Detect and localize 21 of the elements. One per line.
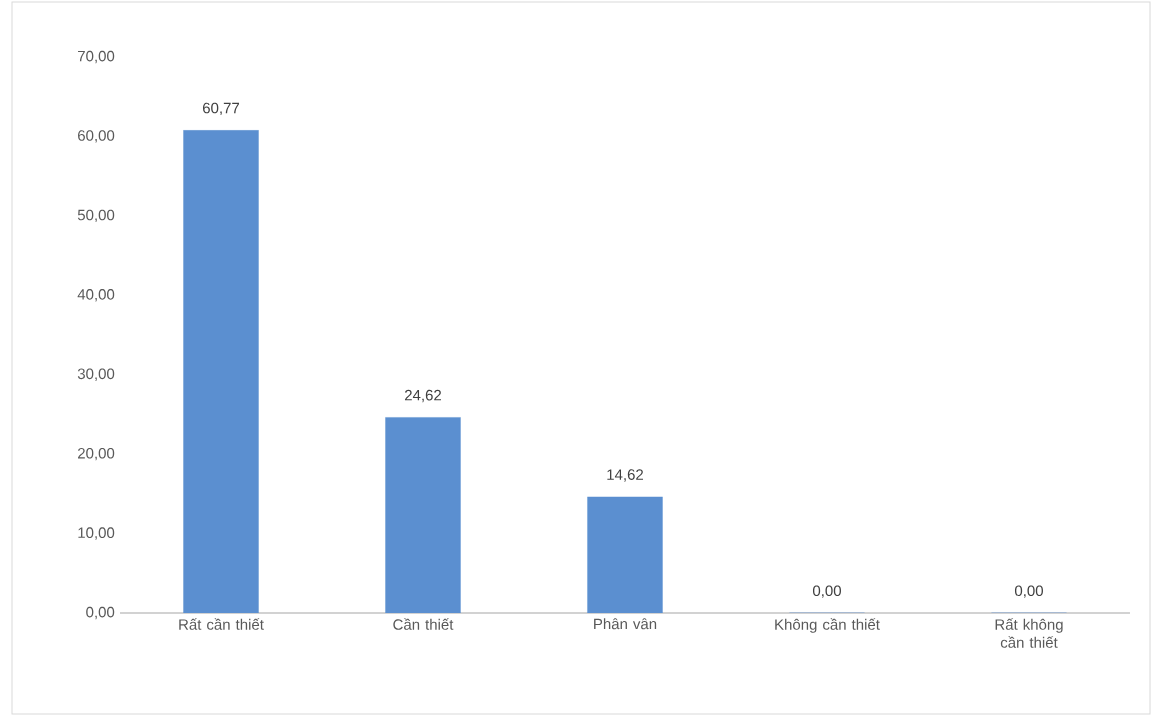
- y-tick-label: 30,00: [77, 368, 115, 381]
- data-label: 14,62: [607, 469, 644, 482]
- y-tick-label: 70,00: [78, 50, 115, 64]
- y-tick-label: 60,00: [78, 130, 115, 143]
- x-tick-label: Cần thiết: [393, 618, 454, 630]
- x-tick-label: Không cần thiết: [775, 618, 880, 633]
- y-tick-label: 20,00: [78, 447, 115, 461]
- y-tick-label: 50,00: [77, 209, 115, 223]
- bar: [587, 496, 663, 613]
- x-tick-label: Phân vân: [594, 618, 657, 630]
- y-tick-label: 0,00: [86, 606, 115, 620]
- bar: [385, 417, 461, 613]
- y-tick-label: 10,00: [78, 527, 115, 540]
- data-label: 0,00: [1014, 585, 1043, 598]
- data-label: 60,77: [203, 102, 240, 116]
- y-tick-label: 40,00: [77, 289, 115, 302]
- data-label: 0,00: [812, 585, 841, 598]
- data-label: 24,62: [404, 389, 442, 403]
- bar: [183, 130, 259, 613]
- x-tick-label: Rất cần thiết: [179, 618, 264, 630]
- x-tick-label: Rất không cần thiết: [995, 618, 1063, 648]
